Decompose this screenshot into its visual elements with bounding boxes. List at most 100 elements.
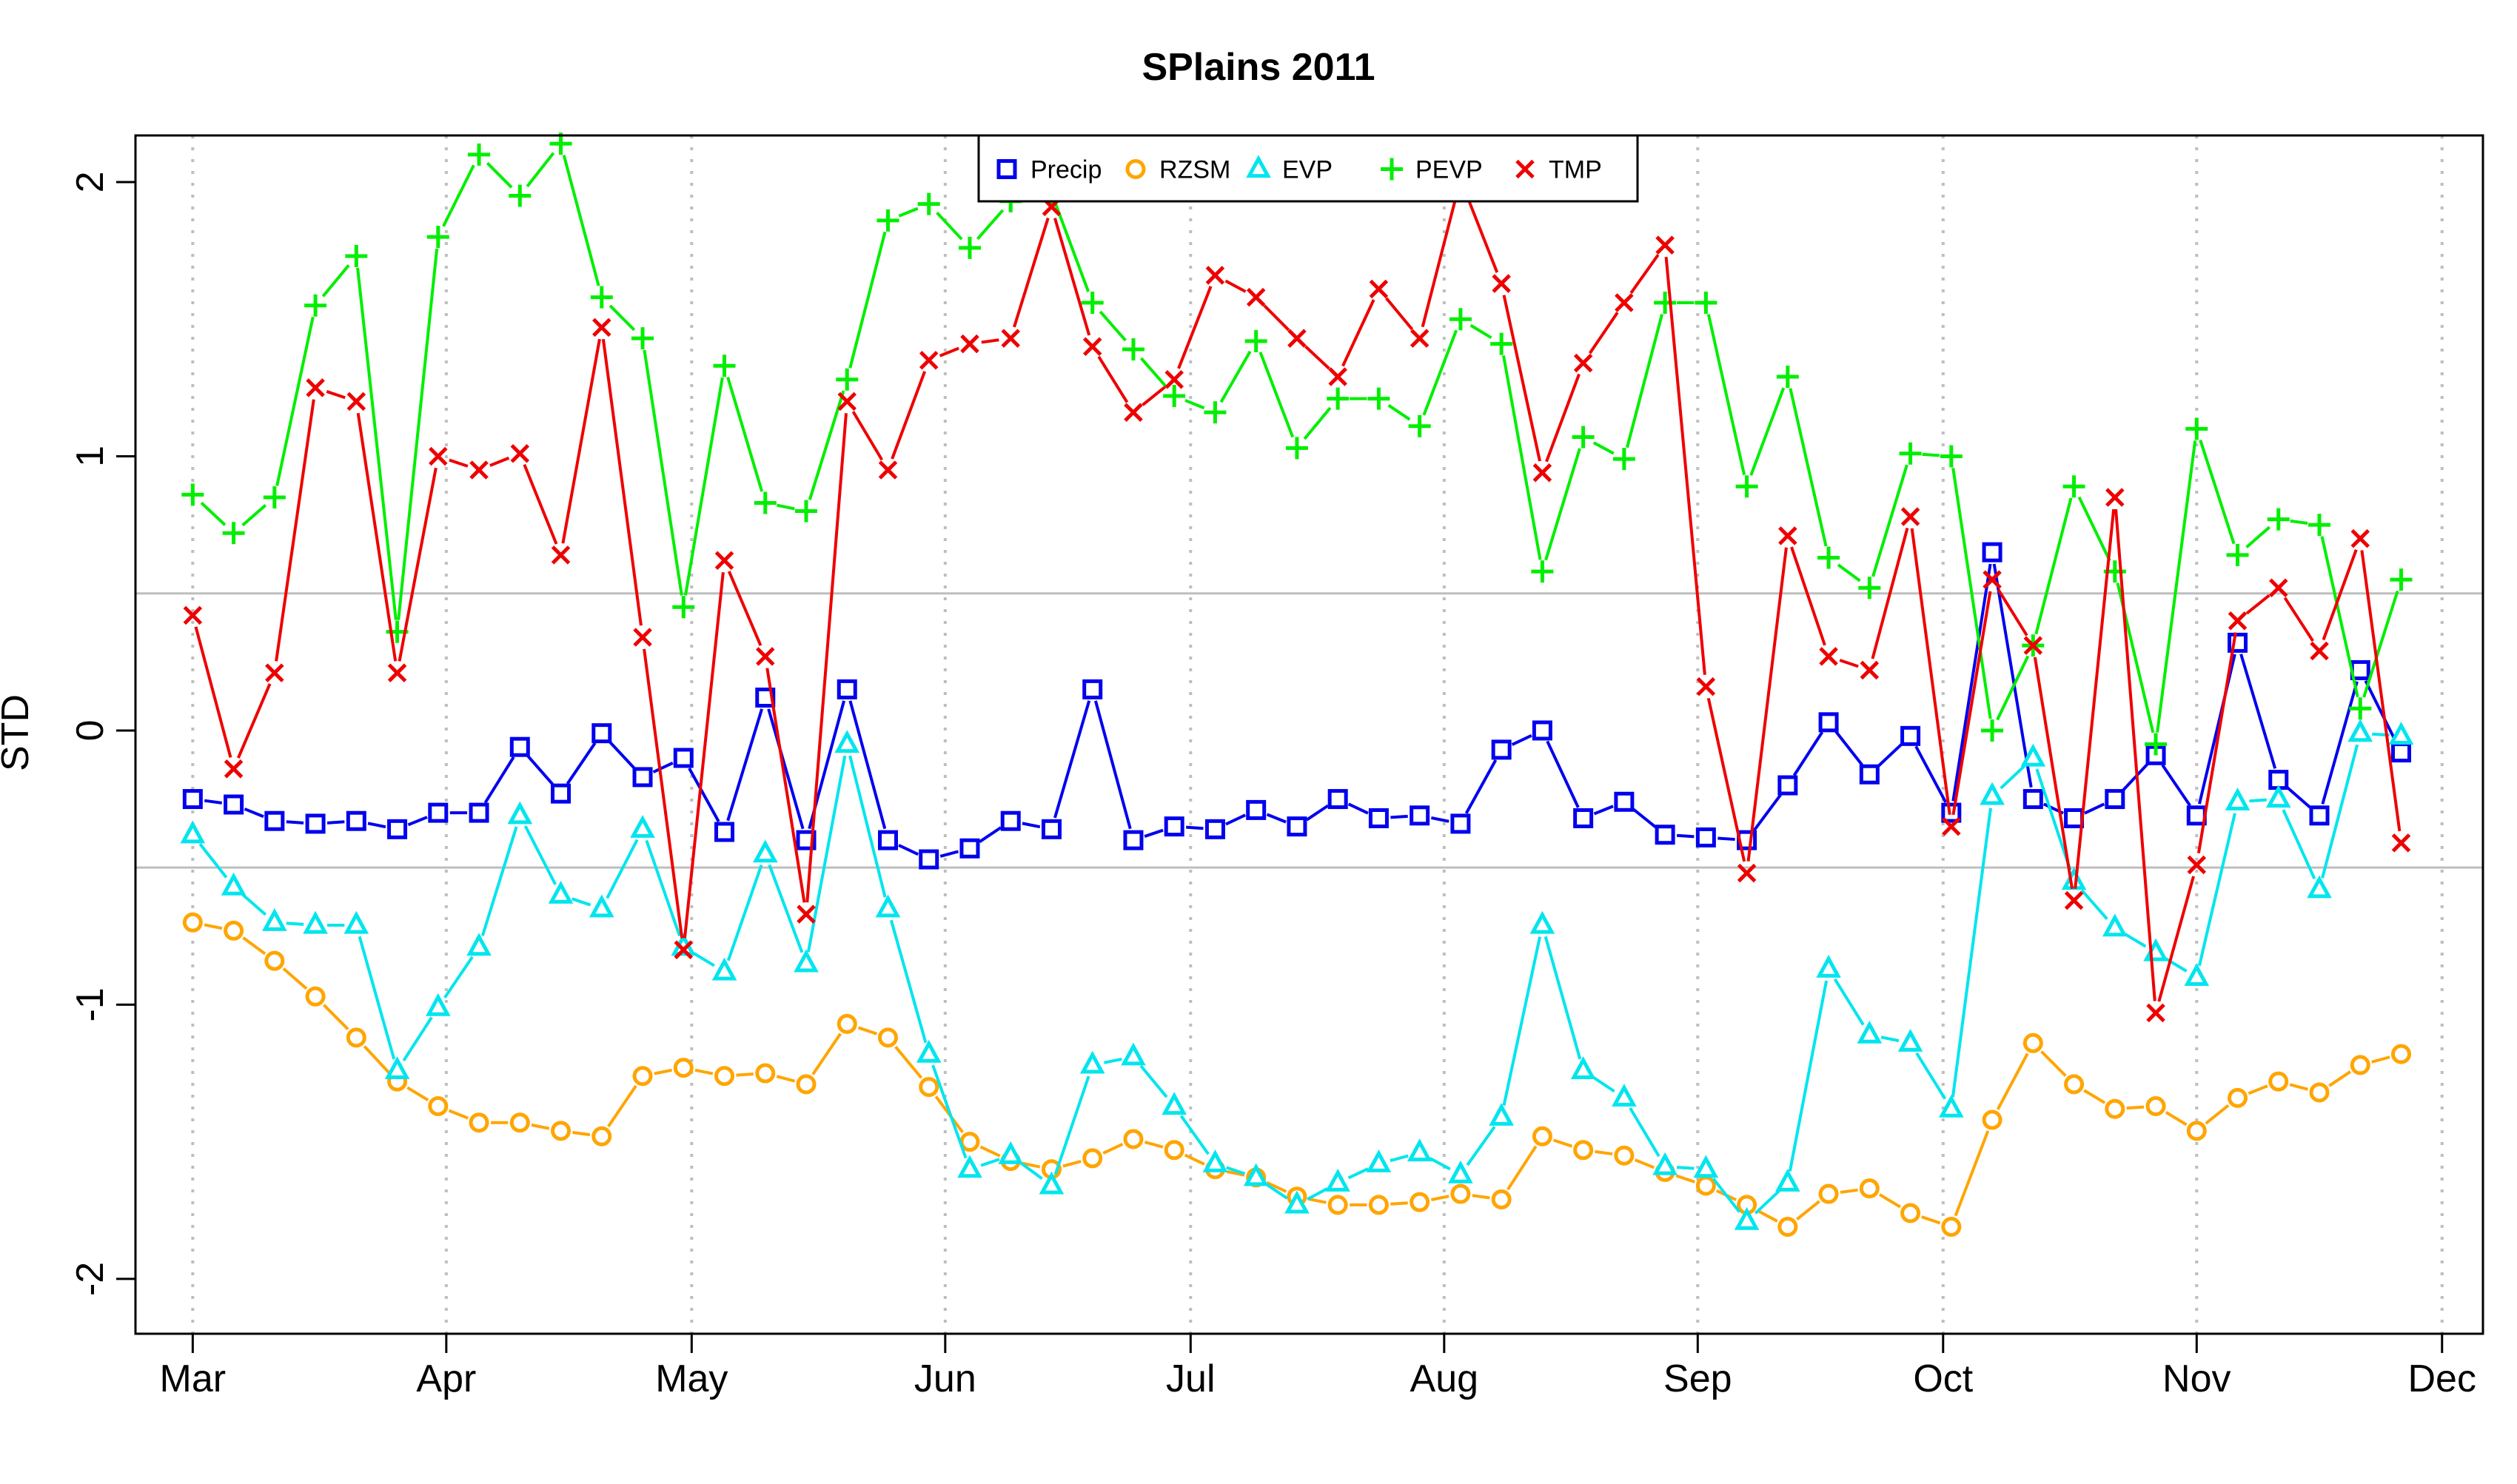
tmp-point [429, 446, 448, 466]
pevp-segment [726, 376, 764, 492]
evp-point [1489, 1103, 1514, 1126]
evp-point [1243, 1163, 1269, 1186]
evp-segment [1629, 1107, 1660, 1158]
precip-point [1041, 819, 1062, 839]
tmp-point [797, 904, 816, 924]
tmp-segment [1997, 588, 2028, 637]
precip-point [1695, 827, 1716, 847]
evp-segment [606, 839, 639, 899]
evp-segment [1429, 1157, 1451, 1171]
evp-segment [1502, 936, 1542, 1107]
pevp-point [1163, 384, 1186, 407]
evp-segment [1103, 1058, 1122, 1064]
rzsm-segment [1430, 1195, 1449, 1201]
evp-point [1612, 1084, 1637, 1107]
pevp-segment [2245, 526, 2271, 548]
tmp-segment [601, 338, 643, 626]
legend-item-precip: Precip [996, 156, 1102, 184]
tmp-point [2310, 641, 2329, 661]
rzsm-point [632, 1066, 653, 1087]
evp-segment [980, 1158, 1000, 1167]
evp-segment [645, 839, 681, 937]
tmp-point [755, 647, 775, 666]
pevp-point [1327, 387, 1350, 410]
precip-point [1859, 764, 1880, 785]
precip-segment [1186, 825, 1204, 830]
pevp-point [468, 143, 491, 166]
rzsm-segment [1996, 1052, 2029, 1110]
evp-segment [1544, 936, 1582, 1060]
pevp-point [1940, 445, 1963, 468]
legend-marker-tmp [1515, 159, 1535, 179]
precip-segment [2161, 764, 2191, 807]
tmp-point [265, 663, 284, 682]
precip-point [1287, 816, 1307, 837]
rzsm-segment [2126, 1105, 2145, 1110]
rzsm-point [1818, 1183, 1839, 1204]
rzsm-point [346, 1027, 366, 1048]
tmp-point [1942, 816, 1961, 836]
tmp-point [1410, 329, 1430, 348]
pevp-segment [936, 211, 963, 241]
legend-label-precip: Precip [1030, 156, 1102, 184]
rzsm-segment [1552, 1138, 1573, 1148]
evp-point [221, 872, 247, 896]
tmp-segment [1263, 304, 1290, 332]
pevp-point [958, 236, 981, 259]
rzsm-point [1859, 1178, 1880, 1199]
tmp-segment [2245, 594, 2270, 615]
evp-point [1857, 1020, 1883, 1044]
pevp-segment [442, 164, 475, 227]
pevp-segment [1219, 350, 1252, 403]
precip-segment [1877, 742, 1903, 768]
rzsm-point [1573, 1140, 1594, 1161]
evp-segment [1019, 1161, 1043, 1181]
rzsm-segment [654, 1068, 672, 1075]
rzsm-segment [857, 1026, 877, 1035]
pevp-point [1981, 719, 2004, 742]
precip-segment [1093, 700, 1132, 830]
evp-point [1897, 1029, 1923, 1052]
pevp-segment [1139, 357, 1168, 389]
rzsm-point [1695, 1175, 1716, 1196]
tmp-segment [1629, 254, 1660, 295]
pevp-segment [683, 377, 724, 596]
x-tick-label: Oct [1913, 1357, 1973, 1400]
pevp-point [917, 192, 940, 215]
pevp-segment [1258, 352, 1295, 438]
tmp-point [2269, 578, 2288, 598]
rzsm-point [2309, 1082, 2330, 1103]
rzsm-segment [736, 1072, 754, 1077]
y-tick-label: 1 [69, 446, 112, 467]
precip-point [673, 748, 694, 768]
evp-point [2102, 913, 2128, 937]
evp-segment [806, 755, 847, 953]
tmp-segment [805, 413, 848, 903]
rzsm-segment [282, 967, 308, 990]
evp-segment [1754, 1189, 1780, 1215]
pevp-point [1367, 387, 1390, 410]
precip-segment [609, 740, 636, 770]
tmp-point [1983, 570, 2002, 589]
legend-item-evp: EVP [1246, 155, 1333, 184]
precip-segment [2239, 654, 2277, 769]
evp-segment [1676, 1166, 1695, 1170]
precip-segment [848, 700, 887, 830]
rzsm-segment [1595, 1149, 1613, 1156]
evp-point [589, 894, 614, 918]
pevp-segment [200, 501, 227, 526]
pevp-segment [486, 161, 513, 189]
pevp-point [713, 355, 736, 377]
rzsm-segment [1102, 1142, 1124, 1155]
tmp-point [1164, 369, 1184, 389]
legend-label-tmp: TMP [1549, 156, 1602, 184]
evp-segment [2080, 889, 2108, 920]
evp-point [1775, 1169, 1800, 1192]
evp-point [834, 730, 860, 753]
tmp-point [1819, 647, 1838, 666]
evp-segment [1915, 1052, 1947, 1100]
evp-segment [2249, 798, 2267, 803]
pevp-point [1285, 437, 1308, 460]
tmp-point [1778, 526, 1797, 545]
tmp-point [1573, 353, 1593, 373]
